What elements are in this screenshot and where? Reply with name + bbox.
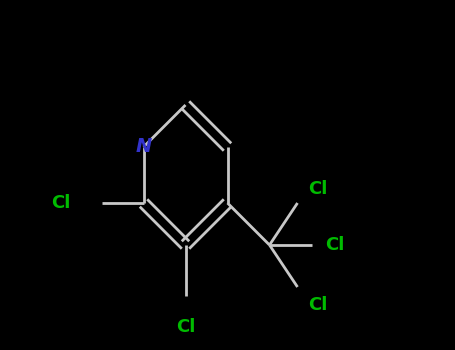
Text: Cl: Cl xyxy=(51,194,70,212)
Text: Cl: Cl xyxy=(325,236,345,254)
Text: Cl: Cl xyxy=(176,318,195,336)
Text: Cl: Cl xyxy=(308,180,328,198)
Text: Cl: Cl xyxy=(308,295,328,314)
Text: N: N xyxy=(135,138,152,156)
